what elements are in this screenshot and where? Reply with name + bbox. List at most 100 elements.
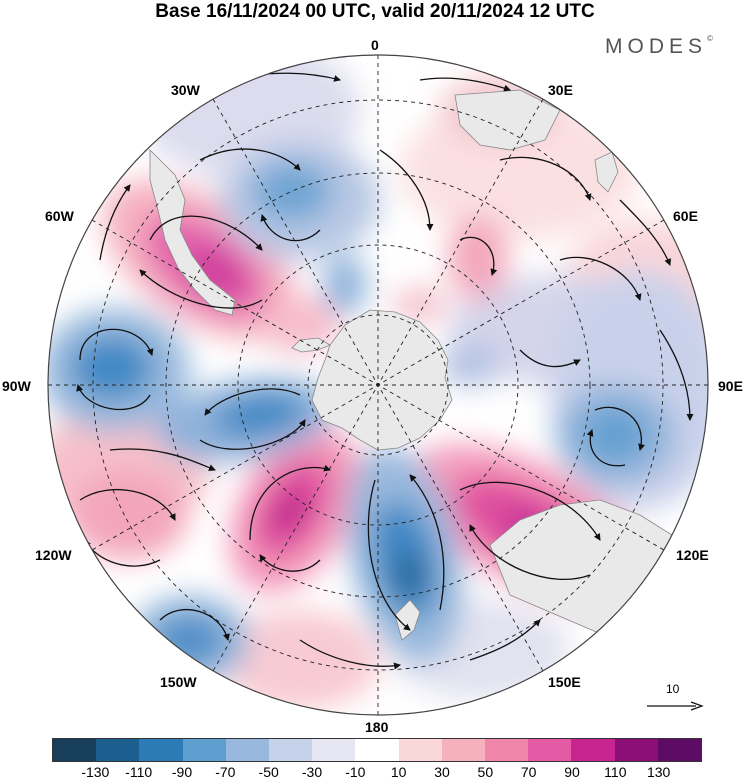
stream-line	[499, 156, 592, 201]
colorbar-tick-label: 90	[564, 764, 580, 780]
latitude-circle	[92, 99, 664, 671]
brand-mark: ©	[707, 34, 713, 43]
colorbar-segment	[96, 739, 140, 761]
positive-anomaly	[448, 216, 508, 300]
stream-line	[469, 619, 541, 661]
stream-line	[99, 184, 131, 261]
graticule	[48, 55, 708, 715]
stream-line	[459, 236, 498, 276]
colorbar	[52, 738, 702, 762]
stream-line	[79, 488, 176, 521]
brand-name: MODES	[605, 35, 708, 58]
colorbar-segment	[485, 739, 529, 761]
colorbar-tick-label: -70	[215, 764, 236, 780]
map-border	[47, 54, 709, 716]
lon-label-150e: 150E	[548, 674, 581, 690]
lon-label-60e: 60E	[673, 208, 698, 224]
stream-line	[586, 429, 626, 467]
lon-label-30e: 30E	[548, 82, 573, 98]
negative-anomaly	[585, 410, 645, 460]
africa-tip	[454, 89, 561, 151]
colorbar-tick-label: 110	[604, 764, 627, 780]
colorbar-segment	[269, 739, 313, 761]
colorbar-tick-label: 10	[390, 764, 407, 780]
stream-line	[519, 349, 581, 368]
negative-anomaly	[155, 615, 225, 665]
negative-anomaly	[252, 162, 332, 222]
stream-line	[204, 388, 301, 416]
stream-line	[619, 199, 672, 266]
stream-line	[76, 384, 151, 411]
colorbar-tick-label: 50	[477, 764, 494, 780]
anomaly-patch	[220, 610, 380, 710]
lon-label-150w: 150W	[160, 674, 197, 690]
stream-line	[260, 214, 321, 242]
colorbar-segment	[182, 739, 226, 761]
colorbar-tick-label: 70	[520, 764, 537, 780]
madagascar	[594, 151, 619, 193]
lon-label-0: 0	[371, 37, 379, 53]
lon-label-180: 180	[365, 719, 389, 735]
lon-label-90w: 90W	[2, 378, 31, 394]
latitude-circle	[237, 244, 519, 526]
negative-anomaly	[440, 343, 500, 387]
negative-anomaly	[396, 553, 424, 597]
colorbar-segment	[441, 739, 486, 761]
lon-label-30w: 30W	[171, 82, 200, 98]
colorbar-segment	[225, 739, 270, 761]
colorbar-segment	[139, 739, 183, 761]
stream-line	[659, 329, 694, 421]
lon-label-120e: 120E	[676, 547, 709, 563]
positive-anomaly	[392, 287, 448, 323]
negative-anomaly	[215, 393, 305, 437]
south-america	[149, 149, 236, 316]
colorbar-segment	[657, 739, 702, 761]
stream-line	[469, 524, 591, 580]
reference-vector-label: 10	[666, 682, 680, 696]
negative-anomaly	[72, 336, 152, 400]
colorbar-segment	[528, 739, 572, 761]
stream-line	[559, 256, 642, 301]
new-zealand	[394, 599, 421, 641]
colorbar-segment	[53, 739, 97, 761]
stream-line	[594, 406, 645, 451]
colorbar-segment	[312, 739, 356, 761]
stream-line	[259, 554, 321, 572]
lon-label-60w: 60W	[45, 208, 74, 224]
stream-line	[199, 419, 306, 450]
stream-line	[379, 149, 434, 231]
colorbar-tick-label: -90	[171, 764, 193, 780]
positive-anomaly	[273, 491, 307, 533]
colorbar-ticks: -130 -110 -90 -70 -50 -30 -10 10 30 50 70 90 110 130	[0, 764, 750, 783]
stream-line	[149, 215, 263, 251]
antarctica	[311, 309, 453, 451]
positive-anomaly	[68, 470, 188, 560]
stream-line	[199, 148, 301, 171]
lon-label-90e: 90E	[718, 378, 743, 394]
colorbar-tick-label: -30	[301, 764, 323, 780]
colorbar-tick-label: -50	[258, 764, 279, 780]
colorbar-tick-label: -10	[345, 764, 366, 780]
colorbar-segment	[355, 739, 399, 761]
stream-line	[249, 464, 331, 541]
negative-anomaly	[323, 255, 367, 315]
antarctic-peninsula	[291, 337, 331, 353]
stream-line	[139, 269, 263, 309]
colorbar-tick-label: 30	[434, 764, 450, 780]
latitude-circle	[165, 172, 591, 598]
meridian	[91, 219, 665, 551]
map-disk	[48, 55, 708, 715]
stream-line	[367, 479, 411, 631]
colorbar-segment	[614, 739, 658, 761]
stream-lines	[76, 72, 694, 670]
map-title: Base 16/11/2024 00 UTC, valid 20/11/2024…	[155, 1, 595, 22]
stream-line	[79, 328, 154, 361]
stream-line	[419, 77, 511, 92]
colorbar-segment	[398, 739, 442, 761]
reference-vector: 10	[644, 682, 706, 716]
colorbar-segment	[571, 739, 615, 761]
stream-line	[109, 448, 216, 472]
colorbar-tick-label: 130	[646, 764, 671, 780]
stream-line	[409, 474, 445, 611]
